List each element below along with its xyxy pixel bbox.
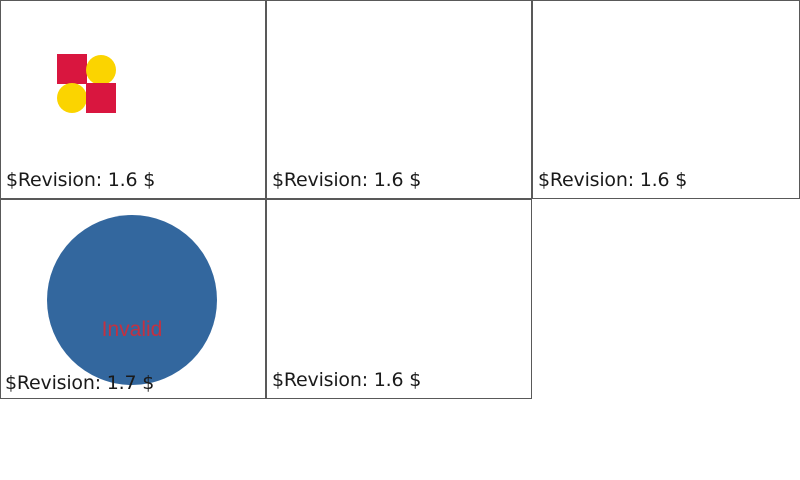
logo-panel-2: $Revision: 1.6 $ — [266, 0, 532, 199]
revision-caption: $Revision: 1.7 $ — [5, 372, 155, 394]
four-shape-logo — [57, 54, 117, 114]
blue-circle-shape — [47, 215, 217, 385]
red-square-top-left-icon — [57, 54, 87, 84]
logo-panel-3: $Revision: 1.6 $ — [532, 0, 800, 199]
revision-caption: $Revision: 1.6 $ — [6, 169, 156, 191]
logo-panel-1: $Revision: 1.6 $ — [0, 0, 266, 199]
revision-caption: $Revision: 1.6 $ — [272, 169, 422, 191]
invalid-label: Invalid — [101, 318, 163, 341]
revision-caption: $Revision: 1.6 $ — [538, 169, 688, 191]
red-square-bottom-right-icon — [86, 83, 116, 113]
revision-caption: $Revision: 1.6 $ — [272, 369, 422, 391]
yellow-circle-top-right-icon — [86, 55, 116, 85]
yellow-circle-bottom-left-icon — [57, 83, 87, 113]
entities-panel: Default entities: amp, lt, gt, apos, quo… — [266, 199, 532, 399]
